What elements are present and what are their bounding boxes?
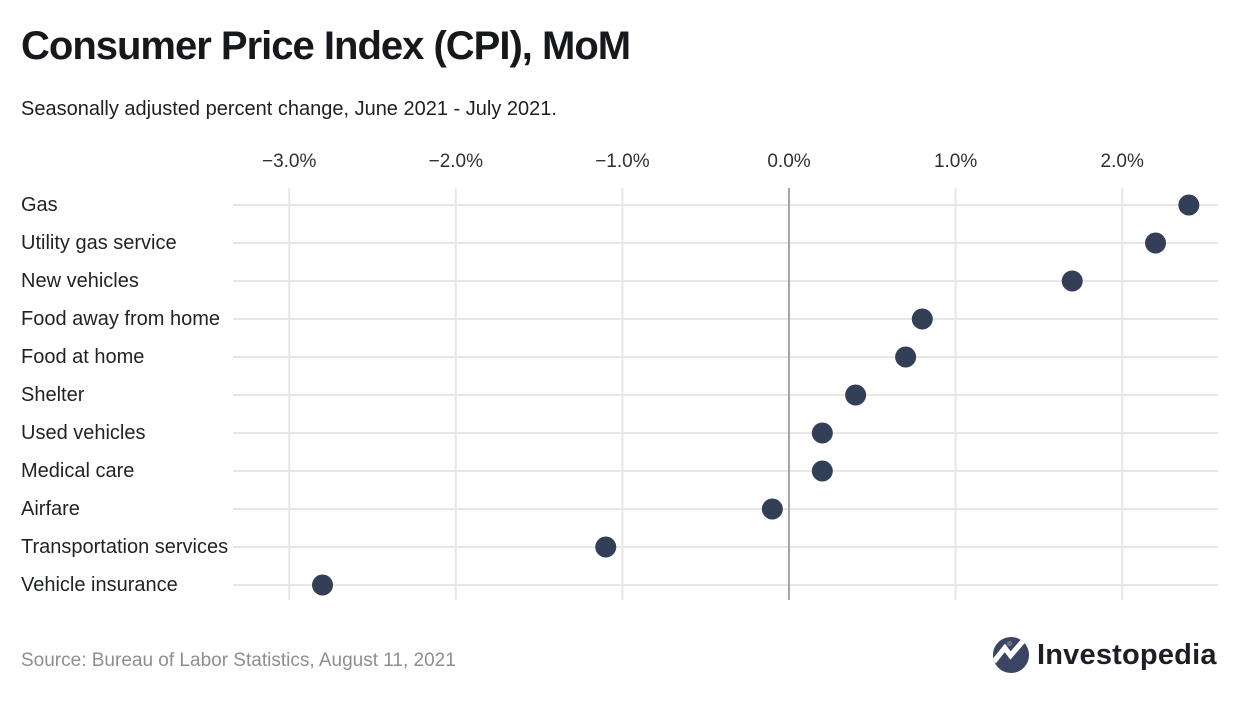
investopedia-logo: Investopedia: [992, 635, 1217, 675]
axis-tick-label: −2.0%: [428, 151, 483, 172]
data-dot: [895, 346, 917, 368]
data-dot: [811, 422, 833, 444]
axis-tick-label: −1.0%: [595, 151, 650, 172]
axis-tick-label: 1.0%: [933, 151, 978, 172]
axis-tick-label: −3.0%: [261, 151, 317, 172]
chart-subtitle: Seasonally adjusted percent change, June…: [21, 98, 557, 120]
data-dot: [911, 308, 933, 330]
investopedia-logo-icon: [992, 636, 1030, 674]
data-dot: [761, 498, 783, 520]
category-label: Food away from home: [21, 307, 220, 330]
category-label: Vehicle insurance: [21, 573, 178, 596]
category-label: Transportation services: [21, 535, 229, 558]
data-dot: [1178, 194, 1200, 216]
investopedia-wordmark: Investopedia: [1037, 638, 1217, 671]
source-note: Source: Bureau of Labor Statistics, Augu…: [21, 650, 456, 671]
data-dot: [1145, 232, 1167, 254]
chart-title: Consumer Price Index (CPI), MoM: [21, 24, 631, 68]
axis-tick-label: 0.0%: [767, 151, 811, 172]
category-label: Medical care: [21, 459, 135, 482]
category-label: Airfare: [21, 497, 80, 520]
data-dot: [845, 384, 867, 406]
category-label: Utility gas service: [21, 231, 177, 254]
data-dot: [811, 460, 833, 482]
data-dot: [1061, 270, 1083, 292]
data-dot: [312, 574, 334, 596]
axis-tick-label: 2.0%: [1100, 151, 1144, 172]
category-label: Food at home: [21, 345, 145, 368]
data-dot: [595, 536, 617, 558]
category-label: Shelter: [21, 383, 85, 406]
category-label: Gas: [21, 193, 58, 216]
category-label: New vehicles: [21, 269, 139, 292]
category-label: Used vehicles: [21, 421, 146, 444]
